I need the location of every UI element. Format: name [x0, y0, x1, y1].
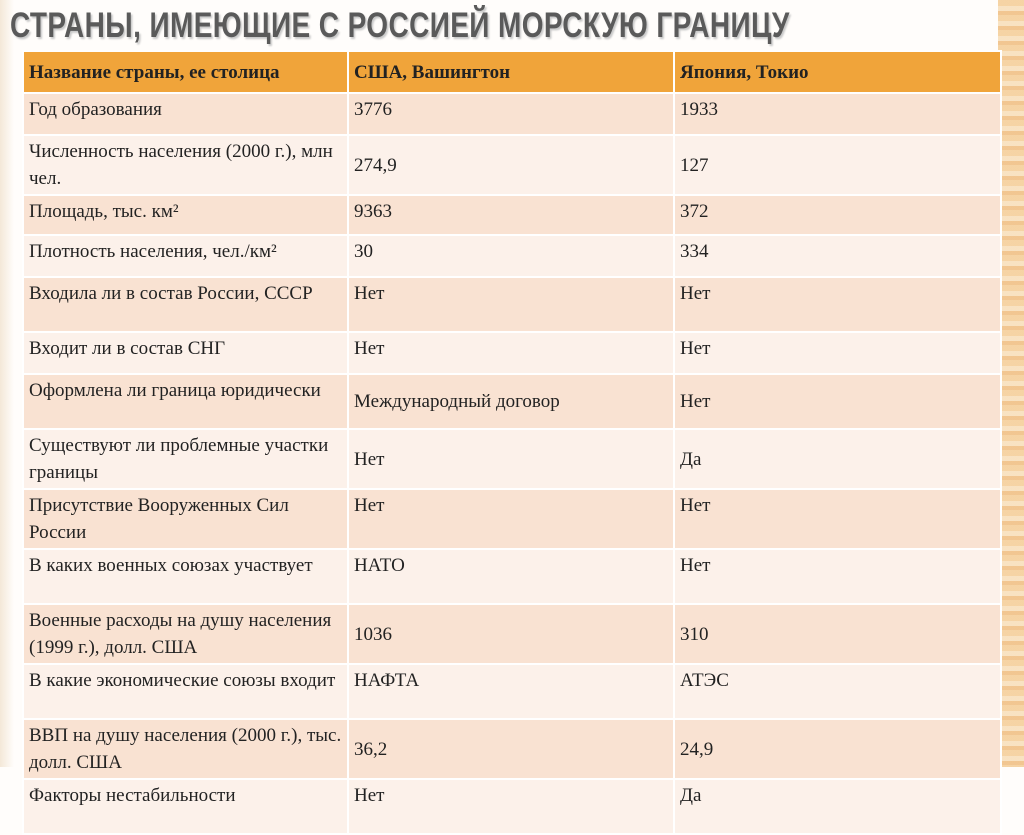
- cell: 334: [673, 234, 1002, 278]
- cell: НАТО: [347, 548, 675, 605]
- table-row: Численность населения (2000 г.), млн чел…: [22, 134, 1002, 196]
- row-label: Плотность населения, чел./км²: [22, 234, 349, 278]
- table-row: Входила ли в состав России, СССР Нет Нет: [22, 276, 1002, 333]
- cell: Да: [673, 778, 1002, 835]
- decor-left: [0, 0, 14, 767]
- cell: Нет: [347, 488, 675, 550]
- table-row: Плотность населения, чел./км² 30 334: [22, 234, 1002, 278]
- cell: 30: [347, 234, 675, 278]
- table-body: Год образования 3776 1933 Численность насел…: [22, 92, 1002, 835]
- cell: 1036: [347, 603, 675, 665]
- cell: 372: [673, 194, 1002, 236]
- cell: Нет: [347, 428, 675, 490]
- cell: Нет: [347, 276, 675, 333]
- row-label: ВВП на душу населения (2000 г.), тыс. до…: [22, 718, 349, 780]
- row-label: В какие экономические союзы входит: [22, 663, 349, 720]
- cell: 1933: [673, 92, 1002, 136]
- table-row: ВВП на душу населения (2000 г.), тыс. до…: [22, 718, 1002, 780]
- table-row: Входит ли в состав СНГ Нет Нет: [22, 331, 1002, 375]
- cell: АТЭС: [673, 663, 1002, 720]
- cell: Нет: [347, 778, 675, 835]
- table-row: Факторы нестабильности Нет Да: [22, 778, 1002, 835]
- cell: 127: [673, 134, 1002, 196]
- cell: Нет: [673, 488, 1002, 550]
- cell: 24,9: [673, 718, 1002, 780]
- cell: Нет: [673, 331, 1002, 375]
- row-label: Год образования: [22, 92, 349, 136]
- row-label: Военные расходы на душу населения (1999 …: [22, 603, 349, 665]
- row-label: В каких военных союзах участвует: [22, 548, 349, 605]
- cell: Нет: [347, 331, 675, 375]
- table-row: Оформлена ли граница юридически Междунаро…: [22, 373, 1002, 430]
- cell: 3776: [347, 92, 675, 136]
- cell: Нет: [673, 276, 1002, 333]
- row-label: Присутствие Вооруженных Сил России: [22, 488, 349, 550]
- header-cell: Название страны, ее столица: [22, 50, 349, 94]
- row-label: Факторы нестабильности: [22, 778, 349, 835]
- header-cell: США, Вашингтон: [347, 50, 675, 94]
- row-label: Численность населения (2000 г.), млн чел…: [22, 134, 349, 196]
- header-cell: Япония, Токио: [673, 50, 1002, 94]
- header-row: Название страны, ее столица США, Вашингто…: [22, 50, 1002, 94]
- cell: 9363: [347, 194, 675, 236]
- table-row: В каких военных союзах участвует НАТО Нет: [22, 548, 1002, 605]
- cell: Международный договор: [347, 373, 675, 430]
- table-row: Существуют ли проблемные участки границы…: [22, 428, 1002, 490]
- cell: Нет: [673, 548, 1002, 605]
- cell: 274,9: [347, 134, 675, 196]
- comparison-table: Название страны, ее столица США, Вашингто…: [22, 50, 1002, 835]
- cell: Да: [673, 428, 1002, 490]
- table-row: Присутствие Вооруженных Сил России Нет Нет: [22, 488, 1002, 550]
- cell: Нет: [673, 373, 1002, 430]
- cell: 310: [673, 603, 1002, 665]
- row-label: Площадь, тыс. км²: [22, 194, 349, 236]
- cell: НАФТА: [347, 663, 675, 720]
- table-row: Площадь, тыс. км² 9363 372: [22, 194, 1002, 236]
- row-label: Входит ли в состав СНГ: [22, 331, 349, 375]
- decor-right: [998, 0, 1024, 767]
- table-row: Военные расходы на душу населения (1999 …: [22, 603, 1002, 665]
- table-row: В какие экономические союзы входит НАФТА А…: [22, 663, 1002, 720]
- row-label: Оформлена ли граница юридически: [22, 373, 349, 430]
- row-label: Существуют ли проблемные участки границы: [22, 428, 349, 490]
- row-label: Входила ли в состав России, СССР: [22, 276, 349, 333]
- table-row: Год образования 3776 1933: [22, 92, 1002, 136]
- slide-title: СТРАНЫ, ИМЕЮЩИЕ С РОССИЕЙ МОРСКУЮ ГРАНИЦ…: [10, 6, 790, 45]
- cell: 36,2: [347, 718, 675, 780]
